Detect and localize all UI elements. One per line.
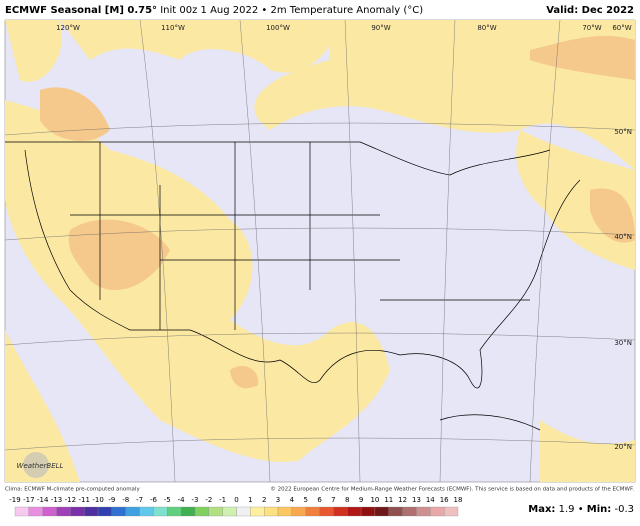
colorbar-swatch — [139, 506, 154, 517]
colorbar-label: 4 — [290, 496, 295, 504]
longitude-label: 100°W — [266, 24, 290, 32]
colorbar-swatch — [388, 506, 403, 517]
longitude-label: 60°W — [612, 24, 631, 32]
colorbar-swatch — [360, 506, 376, 517]
latitude-label: 50°N — [614, 128, 632, 136]
title-text: Init 00z 1 Aug 2022 • 2m Temperature Ano… — [160, 5, 423, 16]
colorbar-label: -3 — [191, 496, 198, 504]
min-value: -0.3 — [614, 504, 634, 515]
colorbar-label: 14 — [426, 496, 435, 504]
colorbar-label: 12 — [398, 496, 407, 504]
colorbar-label: -5 — [164, 496, 171, 504]
colorbar-swatch — [347, 506, 362, 517]
colorbar-swatch — [28, 506, 43, 517]
colorbar-label: 18 — [454, 496, 463, 504]
colorbar-label: -1 — [219, 496, 226, 504]
colorbar-label: 1 — [248, 496, 252, 504]
colorbar-label: -7 — [136, 496, 143, 504]
colorbar-label: 9 — [359, 496, 363, 504]
title: ECMWF Seasonal [M] 0.75° Init 00z 1 Aug … — [5, 5, 423, 16]
longitude-label: 80°W — [477, 24, 496, 32]
colorbar-label: -4 — [178, 496, 186, 504]
colorbar-label: -2 — [205, 496, 212, 504]
colorbar-label: 0 — [234, 496, 238, 504]
colorbar-label: 3 — [276, 496, 280, 504]
title-bold: ECMWF Seasonal [M] 0.75° — [5, 5, 157, 16]
borders — [4, 19, 636, 483]
footer-right: © 2022 European Centre for Medium-Range … — [270, 486, 634, 493]
colorbar-label: 2 — [262, 496, 266, 504]
colorbar-swatch — [208, 506, 223, 517]
colorbar-swatch — [374, 506, 389, 517]
colorbar-label: 13 — [412, 496, 421, 504]
colorbar-swatch — [264, 506, 279, 517]
colorbar-swatch — [430, 506, 445, 517]
colorbar-swatch — [153, 506, 168, 517]
colorbar-swatch — [167, 506, 182, 517]
colorbar-swatch — [56, 506, 71, 517]
colorbar-swatch — [250, 506, 265, 517]
colorbar-swatch — [97, 506, 113, 517]
colorbar: -19 -17 -14 -13 -12 -11 -10 -9 -8 -7 -6 -5 -4 -3 -2 -1 0… — [9, 496, 463, 517]
colorbar-swatch — [291, 506, 306, 517]
longitude-label: 120°W — [56, 24, 80, 32]
colorbar-swatch — [416, 506, 431, 517]
colorbar-label: 6 — [317, 496, 322, 504]
colorbar-swatch — [180, 506, 196, 517]
max-value: 1.9 — [559, 504, 575, 515]
colorbar-swatch — [222, 506, 237, 517]
colorbar-label: 8 — [345, 496, 349, 504]
colorbar-label: 16 — [440, 496, 449, 504]
longitude-label: 90°W — [371, 24, 390, 32]
logo-mark — [23, 452, 49, 478]
stats: Max: 1.9 • Min: -0.3 — [528, 504, 634, 515]
colorbar-swatch — [305, 506, 320, 517]
latitude-label: 40°N — [614, 233, 632, 241]
colorbar-swatch — [333, 506, 348, 517]
longitude-label: 70°W — [582, 24, 601, 32]
colorbar-swatch — [70, 506, 85, 517]
colorbar-swatch — [402, 506, 417, 517]
min-label: Min: — [587, 504, 612, 515]
colorbar-swatch — [319, 506, 334, 517]
colorbar-label: -19 — [9, 496, 20, 504]
colorbar-swatch — [42, 506, 57, 517]
latitude-label: 30°N — [614, 339, 632, 347]
colorbar-label: -8 — [122, 496, 129, 504]
colorbar-label: 5 — [303, 496, 307, 504]
colorbar-swatch — [194, 506, 209, 517]
max-label: Max: — [528, 504, 555, 515]
latitude-label: 20°N — [614, 443, 632, 451]
coordinate-labels: 120°W 110°W 100°W 90°W 80°W 70°W 60°W 50°N 40°N 3… — [56, 24, 632, 451]
colorbar-label: 10 — [370, 496, 379, 504]
anomaly-orange — [40, 35, 635, 389]
colorbar-label: -17 — [23, 496, 34, 504]
colorbar-label: 7 — [331, 496, 335, 504]
map: 120°W 110°W 100°W 90°W 80°W 70°W 60°W 50°N 40°N 3… — [4, 19, 636, 483]
colorbar-swatch — [14, 506, 29, 517]
longitude-label: 110°W — [161, 24, 185, 32]
colorbar-label: -12 — [65, 496, 76, 504]
colorbar-swatch — [236, 506, 251, 517]
colorbar-label: -10 — [92, 496, 103, 504]
valid-date: Valid: Dec 2022 — [546, 5, 634, 16]
colorbar-label: -9 — [108, 496, 115, 504]
colorbar-label: -6 — [150, 496, 158, 504]
footer-left: Clima: ECMWF M-climate pre-computed anom… — [5, 487, 140, 493]
colorbar-label: -11 — [79, 496, 90, 504]
colorbar-swatch — [277, 506, 293, 517]
colorbar-label: 11 — [384, 496, 393, 504]
logo: WeatherBELL — [17, 462, 64, 470]
colorbar-swatch — [84, 506, 99, 517]
colorbar-label: -14 — [37, 496, 49, 504]
colorbar-swatch — [111, 506, 126, 517]
colorbar-swatch — [125, 506, 140, 517]
colorbar-label: -13 — [51, 496, 62, 504]
colorbar-swatch — [444, 506, 459, 517]
